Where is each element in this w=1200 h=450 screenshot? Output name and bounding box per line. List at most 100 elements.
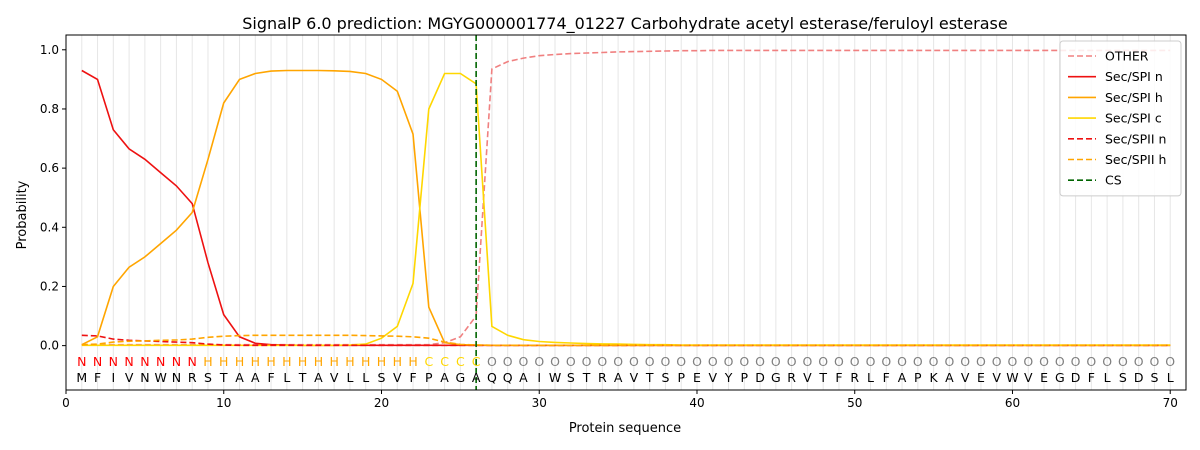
region-label: O	[613, 354, 623, 369]
residue-letter: V	[803, 370, 812, 385]
residue-letter: V	[1024, 370, 1033, 385]
residue-letter: S	[661, 370, 669, 385]
residue-letter: L	[283, 370, 290, 385]
residue-letter: Q	[487, 370, 497, 385]
residue-letter: V	[630, 370, 639, 385]
x-axis-label: Protein sequence	[569, 421, 681, 436]
region-label: O	[818, 354, 828, 369]
region-label: C	[424, 354, 433, 369]
residue-letter: A	[614, 370, 623, 385]
x-tick-label: 40	[689, 396, 704, 410]
residue-letter: A	[519, 370, 528, 385]
region-label: O	[582, 354, 592, 369]
region-label: O	[834, 354, 844, 369]
residue-letter: F	[1088, 370, 1095, 385]
region-label: N	[124, 354, 133, 369]
region-label: H	[235, 354, 244, 369]
region-label: O	[629, 354, 639, 369]
region-label: O	[787, 354, 797, 369]
residue-letter: R	[850, 370, 859, 385]
region-label: O	[992, 354, 1002, 369]
residue-letter: Q	[503, 370, 513, 385]
residue-letter: D	[755, 370, 765, 385]
x-tick-label: 10	[216, 396, 231, 410]
region-label: C	[456, 354, 465, 369]
region-label: O	[850, 354, 860, 369]
legend-label: Sec/SPI c	[1105, 111, 1162, 126]
y-axis-label: Probability	[15, 180, 30, 249]
residue-letter: F	[409, 370, 416, 385]
x-tick-label: 50	[847, 396, 862, 410]
residue-letter: V	[992, 370, 1001, 385]
y-tick-label: 0.8	[40, 102, 59, 116]
region-label: H	[219, 354, 228, 369]
legend: OTHER Sec/SPI n Sec/SPI h Sec/SPI c Sec/SPII…	[1059, 40, 1182, 197]
region-label: O	[1150, 354, 1160, 369]
residue-letter: N	[140, 370, 149, 385]
series-line-0	[81, 49, 1171, 346]
residue-letter: W	[549, 370, 561, 385]
residue-letter: V	[708, 370, 717, 385]
residue-letter: F	[883, 370, 890, 385]
region-label: H	[345, 354, 354, 369]
series-line-2	[81, 69, 1171, 347]
region-label: O	[724, 354, 734, 369]
residue-letter: F	[267, 370, 274, 385]
region-label: H	[408, 354, 417, 369]
region-label: H	[377, 354, 386, 369]
region-label: H	[393, 354, 402, 369]
residue-letter: A	[472, 370, 481, 385]
residue-letter: K	[930, 370, 939, 385]
residue-letter: T	[818, 370, 827, 385]
residue-letter: M	[76, 370, 87, 385]
series-line-1	[81, 69, 1171, 347]
residue-letter: A	[314, 370, 323, 385]
y-tick-label: 0.6	[40, 161, 59, 175]
region-label: O	[708, 354, 718, 369]
residue-letter: S	[204, 370, 212, 385]
grid-lines	[81, 35, 1171, 390]
plot-frame	[65, 34, 1187, 391]
region-label: O	[534, 354, 544, 369]
x-tick-label: 30	[532, 396, 547, 410]
residue-letter: P	[914, 370, 922, 385]
region-label: O	[692, 354, 702, 369]
residue-letter: F	[835, 370, 842, 385]
axes: 0 10 20 30 40 50 60 70 0.0 0.2 0.4 0.6 0.8 1.0	[40, 43, 1178, 410]
residue-letter: R	[598, 370, 607, 385]
region-label: N	[156, 354, 165, 369]
residue-letter: I	[111, 370, 115, 385]
residue-letter: E	[693, 370, 701, 385]
region-label: O	[881, 354, 891, 369]
region-label: O	[976, 354, 986, 369]
residue-letter: G	[456, 370, 466, 385]
residue-letter: G	[771, 370, 781, 385]
region-label: O	[913, 354, 923, 369]
region-label: H	[203, 354, 212, 369]
region-label: O	[802, 354, 812, 369]
residue-letter: L	[1104, 370, 1111, 385]
region-label: O	[755, 354, 765, 369]
x-tick-label: 0	[62, 396, 70, 410]
region-label: O	[1165, 354, 1175, 369]
residue-letter: S	[378, 370, 386, 385]
region-label: O	[1023, 354, 1033, 369]
region-label: O	[1055, 354, 1065, 369]
residue-letter: E	[977, 370, 985, 385]
residue-letter: T	[219, 370, 228, 385]
region-label: O	[676, 354, 686, 369]
y-tick-label: 0.4	[40, 220, 59, 234]
residue-letter: T	[298, 370, 307, 385]
region-label: N	[188, 354, 197, 369]
region-label: O	[597, 354, 607, 369]
region-label: N	[77, 354, 86, 369]
residue-letter: L	[346, 370, 353, 385]
y-tick-label: 0.2	[40, 279, 59, 293]
legend-label: Sec/SPII h	[1105, 152, 1166, 167]
residue-letter: S	[1119, 370, 1127, 385]
x-tick-label: 20	[374, 396, 389, 410]
legend-label: CS	[1105, 173, 1122, 188]
region-label: O	[960, 354, 970, 369]
series-lines	[81, 35, 1171, 390]
